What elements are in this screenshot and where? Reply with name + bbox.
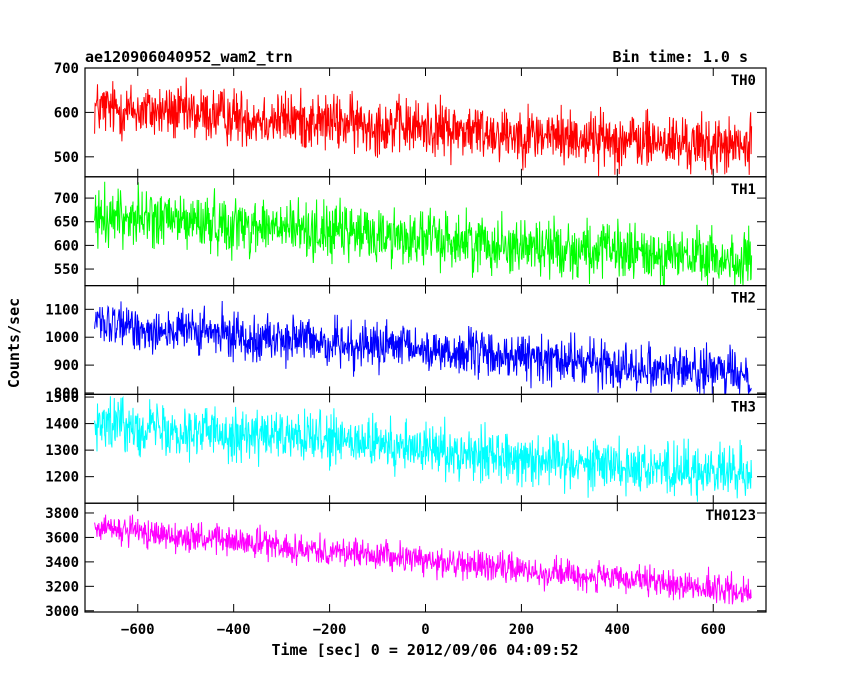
- y-tick-label: 600: [54, 238, 79, 254]
- y-tick-label: 500: [54, 150, 79, 166]
- y-axis-label: Counts/sec: [5, 298, 23, 388]
- bin-time-label: Bin time: 1.0 s: [613, 48, 748, 66]
- series-label-th2: TH2: [731, 291, 756, 307]
- y-tick-label: 550: [54, 262, 79, 278]
- y-tick-label: 1300: [45, 443, 79, 459]
- series-line-th1: [94, 181, 753, 286]
- series-line-th2: [94, 300, 752, 394]
- y-tick-label: 1200: [45, 470, 79, 486]
- y-tick-label: 3800: [45, 506, 79, 522]
- y-tick-label: 650: [54, 215, 79, 231]
- x-tick-label: 600: [701, 622, 726, 638]
- y-tick-label: 1500: [45, 390, 79, 406]
- chart-title: ae120906040952_wam2_trn: [85, 48, 293, 66]
- x-tick-label: 400: [605, 622, 630, 638]
- y-tick-label: 1000: [45, 330, 79, 346]
- x-axis-label: Time [sec] 0 = 2012/09/06 04:09:52: [271, 641, 578, 659]
- y-tick-label: 3400: [45, 555, 79, 571]
- x-tick-label: −600: [121, 622, 155, 638]
- y-tick-label: 3000: [45, 604, 79, 620]
- y-tick-label: 900: [54, 358, 79, 374]
- x-tick-label: −200: [313, 622, 347, 638]
- series-line-th0: [94, 77, 753, 177]
- y-tick-label: 3200: [45, 579, 79, 595]
- y-tick-label: 700: [54, 61, 79, 77]
- x-tick-label: −400: [217, 622, 251, 638]
- panels-group: 500 600 700 TH0 550 600 650 700 TH1 800 900 1000 110…: [45, 61, 767, 638]
- y-tick-label: 800: [54, 386, 79, 402]
- series-line-th3: [94, 395, 753, 502]
- y-tick-label: 600: [54, 105, 79, 121]
- series-label-th0: TH0: [731, 73, 756, 89]
- y-tick-label: 3600: [45, 530, 79, 546]
- y-tick-label: 700: [54, 191, 79, 207]
- x-tick-label: 200: [509, 622, 534, 638]
- series-label-th0123: TH0123: [705, 508, 756, 524]
- series-line-th0123: [94, 514, 752, 605]
- y-tick-label: 1100: [45, 302, 79, 318]
- series-label-th1: TH1: [731, 182, 756, 198]
- series-label-th3: TH3: [731, 399, 756, 415]
- x-tick-label: 0: [421, 622, 429, 638]
- y-tick-label: 1400: [45, 417, 79, 433]
